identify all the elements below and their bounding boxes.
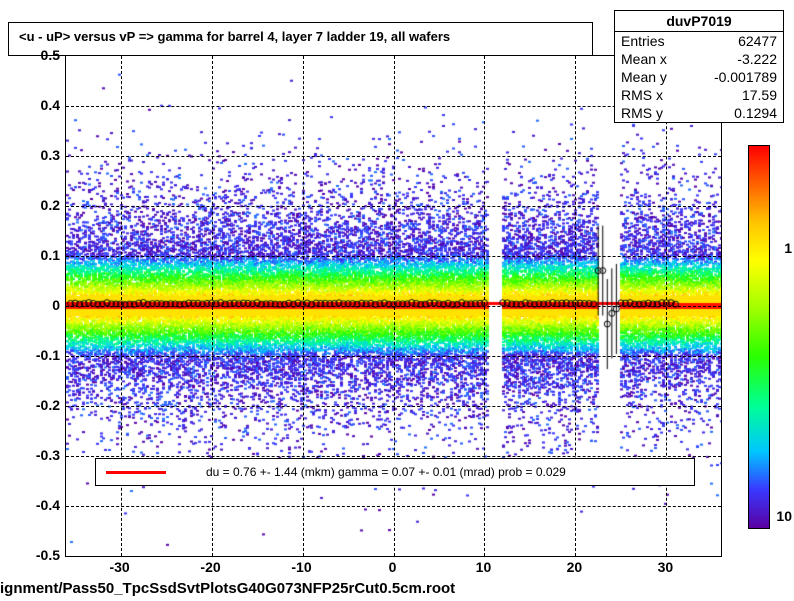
grid-line-horizontal: [66, 306, 721, 307]
stats-rmsy-value: 0.1294: [734, 105, 777, 121]
grid-line-horizontal: [66, 156, 721, 157]
y-tick-label: 0.1: [10, 247, 60, 263]
y-tick-label: 0: [10, 297, 60, 313]
y-tick-label: 0.4: [10, 97, 60, 113]
y-tick-label: -0.4: [10, 497, 60, 513]
footer-filename: ignment/Pass50_TpcSsdSvtPlotsG40G073NFP2…: [0, 580, 455, 597]
y-tick-label: -0.3: [10, 447, 60, 463]
x-tick-label: 10: [476, 559, 492, 575]
stats-row-entries: Entries 62477: [615, 32, 783, 50]
stats-entries-label: Entries: [621, 33, 665, 49]
stats-rmsy-label: RMS y: [621, 105, 663, 121]
plot-title-text: <u - uP> versus vP => gamma for barrel 4…: [19, 29, 450, 44]
root-container: <u - uP> versus vP => gamma for barrel 4…: [0, 0, 794, 601]
colorbar: [748, 145, 770, 529]
fit-legend-text: du = 0.76 +- 1.44 (mkm) gamma = 0.07 +- …: [206, 465, 566, 479]
x-tick-label: -10: [291, 559, 311, 575]
y-tick-label: 0.2: [10, 197, 60, 213]
grid-line-horizontal: [66, 406, 721, 407]
y-tick-label: -0.2: [10, 397, 60, 413]
stats-entries-value: 62477: [738, 33, 777, 49]
grid-line-horizontal: [66, 206, 721, 207]
plot-title-box: <u - uP> versus vP => gamma for barrel 4…: [8, 22, 593, 56]
y-tick-label: 0.3: [10, 147, 60, 163]
stats-meany-label: Mean y: [621, 69, 667, 85]
fit-legend-box: du = 0.76 +- 1.44 (mkm) gamma = 0.07 +- …: [95, 458, 695, 486]
stats-row-rmsx: RMS x 17.59: [615, 86, 783, 104]
stats-row-rmsy: RMS y 0.1294: [615, 104, 783, 122]
stats-box: duvP7019 Entries 62477 Mean x -3.222 Mea…: [614, 10, 784, 123]
stats-rmsx-label: RMS x: [621, 87, 663, 103]
x-tick-label: 20: [567, 559, 583, 575]
y-tick-label: 0.5: [10, 47, 60, 63]
grid-line-horizontal: [66, 456, 721, 457]
stats-row-meanx: Mean x -3.222: [615, 50, 783, 68]
stats-meanx-label: Mean x: [621, 51, 667, 67]
y-tick-label: -0.1: [10, 347, 60, 363]
x-tick-label: 30: [658, 559, 674, 575]
x-tick-label: 0: [389, 559, 397, 575]
colorbar-tick-label: 1: [784, 240, 792, 256]
x-tick-label: -20: [200, 559, 220, 575]
x-tick-label: -30: [109, 559, 129, 575]
stats-meanx-value: -3.222: [737, 51, 777, 67]
stats-row-meany: Mean y -0.001789: [615, 68, 783, 86]
stats-rmsx-value: 17.59: [742, 87, 777, 103]
fit-legend-line-sample: [106, 471, 166, 474]
colorbar-tick-label: 10: [776, 508, 792, 524]
grid-line-horizontal: [66, 356, 721, 357]
y-tick-label: -0.5: [10, 547, 60, 563]
stats-meany-value: -0.001789: [714, 69, 777, 85]
grid-line-horizontal: [66, 256, 721, 257]
stats-histogram-name: duvP7019: [615, 11, 783, 32]
grid-line-horizontal: [66, 506, 721, 507]
